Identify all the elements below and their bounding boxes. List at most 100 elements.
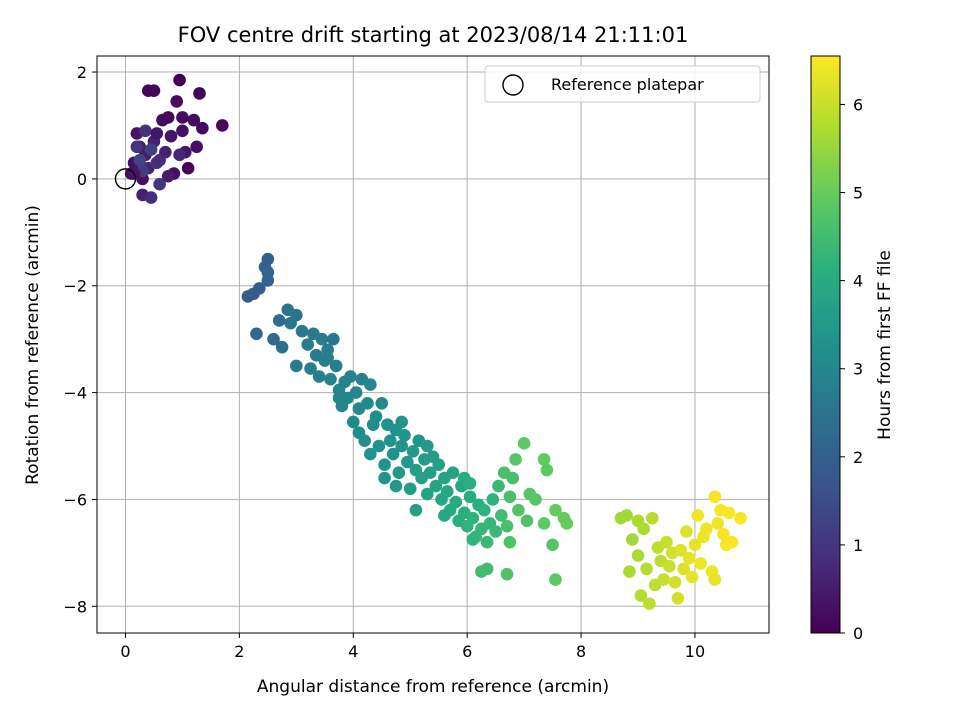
data-point — [560, 517, 574, 530]
data-point — [290, 308, 303, 322]
data-point — [466, 511, 480, 525]
data-point — [369, 410, 383, 423]
data-point — [671, 591, 685, 605]
data-point — [329, 359, 343, 373]
data-point — [215, 119, 229, 132]
data-point — [389, 479, 403, 493]
data-point — [626, 533, 639, 546]
data-point — [634, 589, 648, 602]
data-point — [734, 511, 747, 525]
data-point — [717, 527, 730, 541]
data-point — [267, 332, 280, 346]
x-tick-label: 2 — [234, 642, 244, 661]
data-point — [395, 439, 408, 453]
reference-point — [114, 168, 137, 190]
colorbar-axis: 0 1 2 3 4 5 6 — [840, 95, 863, 643]
data-point — [170, 95, 184, 108]
legend-label-reference: Reference platepar — [551, 75, 704, 94]
data-point — [312, 370, 326, 383]
data-point — [130, 140, 144, 154]
y-axis: −8 −6 −4 −2 0 2 — [63, 63, 97, 616]
data-point — [133, 153, 147, 167]
data-point — [688, 538, 702, 552]
data-point — [161, 111, 175, 124]
y-tick-label: 0 — [77, 170, 87, 189]
data-point — [631, 549, 645, 562]
data-point — [272, 314, 286, 327]
colorbar-tick-label: 0 — [853, 624, 863, 643]
data-point — [429, 479, 443, 493]
data-point — [694, 557, 707, 570]
data-points — [114, 73, 747, 610]
data-point — [403, 482, 417, 496]
data-point — [372, 439, 386, 453]
data-point — [449, 495, 463, 509]
data-point — [352, 426, 366, 439]
data-point — [349, 386, 363, 399]
data-point — [346, 415, 360, 429]
data-point — [304, 362, 317, 375]
data-point — [423, 466, 437, 480]
data-point — [139, 124, 152, 138]
data-point — [378, 458, 391, 472]
data-point — [438, 509, 451, 522]
data-point — [392, 466, 406, 480]
data-point — [500, 567, 514, 581]
data-point — [722, 506, 736, 520]
colorbar — [810, 55, 841, 634]
data-point — [324, 372, 337, 386]
colorbar-tick-label: 3 — [853, 360, 863, 379]
data-point — [549, 503, 562, 517]
chart-title: FOV centre drift starting at 2023/08/14 … — [178, 23, 689, 47]
colorbar-tick-label: 6 — [853, 95, 863, 114]
x-tick-label: 10 — [685, 642, 705, 661]
data-point — [506, 471, 520, 485]
data-point — [631, 514, 645, 528]
data-point — [477, 503, 491, 517]
data-point — [386, 447, 400, 461]
data-point — [680, 525, 693, 538]
data-point — [708, 490, 722, 504]
data-point — [517, 437, 531, 450]
data-point — [440, 485, 454, 498]
data-point — [495, 509, 508, 522]
colorbar-tick-label: 1 — [853, 536, 863, 555]
data-point — [164, 129, 178, 143]
data-point — [378, 471, 391, 485]
data-point — [301, 338, 315, 351]
data-point — [640, 562, 653, 576]
data-point — [503, 490, 517, 504]
data-point — [321, 351, 334, 365]
data-point — [432, 458, 445, 472]
y-tick-label: −6 — [63, 490, 87, 509]
data-point — [332, 391, 346, 405]
data-point — [660, 535, 673, 549]
data-point — [480, 562, 494, 576]
data-point — [509, 453, 522, 466]
data-point — [150, 127, 164, 140]
data-point — [700, 522, 713, 536]
grid — [97, 56, 769, 633]
data-point — [486, 493, 500, 506]
data-point — [620, 509, 633, 522]
data-point — [463, 490, 477, 504]
data-point — [275, 340, 289, 354]
data-point — [725, 535, 739, 549]
legend: Reference platepar — [484, 65, 761, 103]
y-axis-label: Rotation from reference (arcmin) — [23, 205, 43, 485]
data-point — [645, 511, 659, 525]
data-point — [421, 487, 434, 501]
data-point — [375, 396, 389, 410]
data-point — [540, 463, 554, 477]
data-point — [290, 359, 303, 373]
data-point — [315, 332, 329, 346]
data-point — [253, 282, 266, 295]
data-point — [492, 479, 505, 493]
data-point — [520, 514, 534, 528]
data-point — [668, 575, 682, 589]
data-point — [421, 439, 434, 453]
data-point — [489, 525, 502, 538]
colorbar-label: Hours from first FF file — [875, 250, 895, 440]
data-point — [364, 378, 377, 391]
